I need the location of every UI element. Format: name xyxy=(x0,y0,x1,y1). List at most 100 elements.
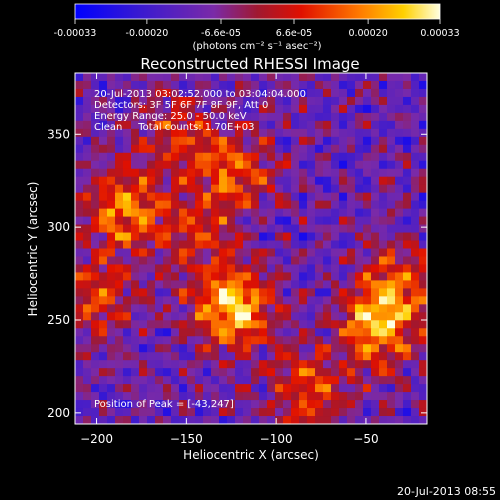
heatmap-cell xyxy=(323,168,332,178)
heatmap-cell xyxy=(411,192,420,202)
heatmap-cell xyxy=(75,312,84,321)
colorbar-tick-label: -0.00020 xyxy=(126,28,169,39)
heatmap-cell xyxy=(307,144,316,154)
heatmap-cell xyxy=(379,384,388,393)
heatmap-cell xyxy=(275,288,284,297)
info-line-clean: Clean Total counts: 1.70E+03 xyxy=(94,122,254,133)
heatmap-cell xyxy=(419,352,428,361)
heatmap-cell xyxy=(347,80,356,90)
heatmap-cell xyxy=(403,416,412,425)
heatmap-cell xyxy=(387,392,396,401)
heatmap-cell xyxy=(91,304,100,313)
heatmap-cell xyxy=(251,152,260,162)
heatmap-cell xyxy=(283,144,292,154)
heatmap-cell xyxy=(355,288,364,297)
heatmap-cell xyxy=(171,112,180,122)
heatmap-cell xyxy=(139,248,148,257)
heatmap-cell xyxy=(275,96,284,106)
heatmap-cell xyxy=(379,216,388,225)
heatmap-cell xyxy=(411,176,420,186)
heatmap-cell xyxy=(75,232,84,241)
heatmap-cell xyxy=(395,80,404,90)
heatmap-cell xyxy=(131,392,140,401)
heatmap-cell xyxy=(291,312,300,321)
heatmap-cell xyxy=(363,160,372,170)
heatmap-cell xyxy=(419,208,428,217)
heatmap-cell xyxy=(147,296,156,305)
heatmap-cell xyxy=(219,248,228,257)
heatmap-cell xyxy=(91,136,100,146)
heatmap-cell xyxy=(75,200,84,210)
heatmap-cell xyxy=(211,208,220,217)
heatmap-cell xyxy=(307,104,316,114)
heatmap-cell xyxy=(307,288,316,297)
heatmap-cell xyxy=(371,224,380,233)
heatmap-cell xyxy=(307,360,316,369)
heatmap-cell xyxy=(283,216,292,225)
heatmap-cell xyxy=(331,104,340,114)
heatmap-cell xyxy=(179,240,188,249)
heatmap-cell xyxy=(195,312,204,321)
heatmap-cell xyxy=(107,320,116,329)
heatmap-cell xyxy=(411,168,420,178)
heatmap-cell xyxy=(115,336,124,345)
heatmap-cell xyxy=(315,112,324,122)
heatmap-cell xyxy=(403,200,412,210)
heatmap-cell xyxy=(275,144,284,154)
heatmap-cell xyxy=(267,280,276,289)
heatmap-cell xyxy=(107,368,116,377)
heatmap-cell xyxy=(379,312,388,321)
heatmap-cell xyxy=(251,200,260,210)
heatmap-cell xyxy=(307,80,316,90)
heatmap-cell xyxy=(299,176,308,186)
heatmap-cell xyxy=(187,104,196,114)
heatmap-cell xyxy=(403,368,412,377)
heatmap-cell xyxy=(171,208,180,217)
heatmap-cell xyxy=(379,80,388,90)
heatmap-cell xyxy=(91,392,100,401)
heatmap-cell xyxy=(219,360,228,369)
heatmap-cell xyxy=(107,168,116,178)
heatmap-cell xyxy=(291,288,300,297)
heatmap-cell xyxy=(171,73,180,82)
heatmap-cell xyxy=(283,184,292,194)
heatmap-cell xyxy=(403,168,412,178)
heatmap-cell xyxy=(283,200,292,210)
heatmap-cell xyxy=(275,256,284,265)
heatmap-cell xyxy=(347,392,356,401)
heatmap-cell xyxy=(291,264,300,273)
heatmap-cell xyxy=(203,224,212,233)
heatmap-cell xyxy=(323,88,332,98)
heatmap-cell xyxy=(139,392,148,401)
heatmap-cell xyxy=(219,328,228,337)
heatmap-cell xyxy=(99,312,108,321)
heatmap-cell xyxy=(331,184,340,194)
heatmap-cell xyxy=(155,376,164,385)
heatmap-cell xyxy=(379,376,388,385)
heatmap-cell xyxy=(371,352,380,361)
heatmap-cell xyxy=(307,136,316,146)
heatmap-cell xyxy=(187,328,196,337)
heatmap-cell xyxy=(363,392,372,401)
heatmap-cell xyxy=(75,128,84,138)
heatmap-cell xyxy=(323,288,332,297)
heatmap-cell xyxy=(347,408,356,417)
heatmap-cell xyxy=(371,376,380,385)
heatmap-cell xyxy=(307,336,316,345)
heatmap-cell xyxy=(243,192,252,202)
heatmap-cell xyxy=(379,200,388,210)
heatmap-cell xyxy=(227,304,236,313)
heatmap-cell xyxy=(147,320,156,329)
heatmap-cell xyxy=(411,304,420,313)
heatmap-cell xyxy=(139,128,148,138)
heatmap-cell xyxy=(315,384,324,393)
heatmap-cell xyxy=(195,256,204,265)
heatmap-cell xyxy=(123,80,132,90)
heatmap-cell xyxy=(83,280,92,289)
heatmap-cell xyxy=(395,304,404,313)
heatmap-cell xyxy=(155,280,164,289)
heatmap-cell xyxy=(411,184,420,194)
heatmap-cell xyxy=(363,304,372,313)
heatmap-cell xyxy=(347,416,356,425)
heatmap-cell xyxy=(147,96,156,106)
